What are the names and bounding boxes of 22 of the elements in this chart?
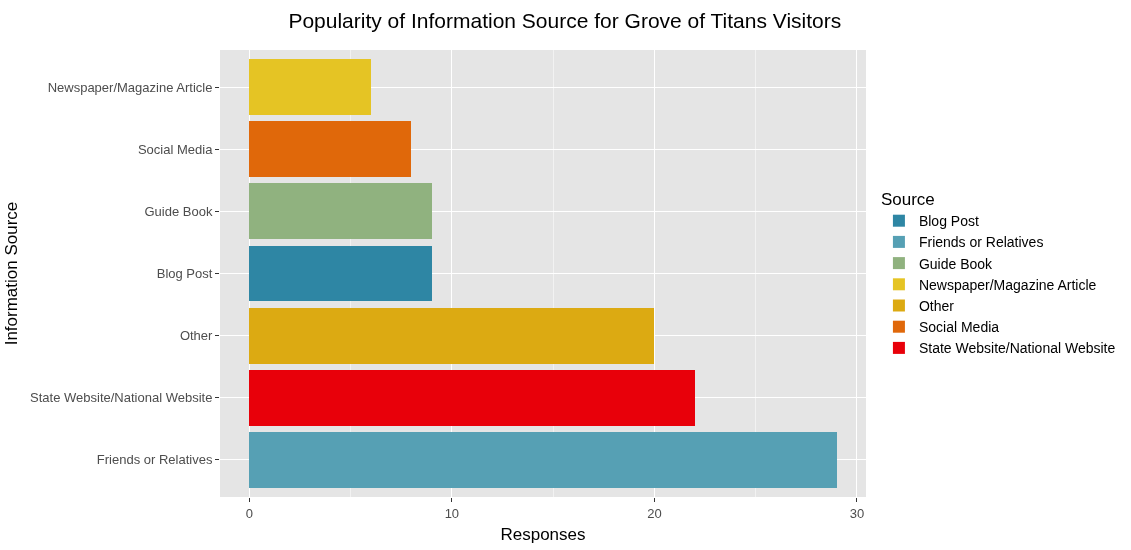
y-axis-title: Information Source [1, 201, 21, 346]
x-tick-label: 20 [647, 505, 662, 521]
y-tick-label: State Website/National Website [30, 390, 213, 406]
legend-label: Newspaper/Magazine Article [918, 276, 1097, 293]
legend-label: State Website/National Website [918, 340, 1116, 357]
x-axis-title: Responses [500, 525, 586, 544]
y-tick-label: Blog Post [156, 266, 213, 282]
legend-label: Friends or Relatives [918, 234, 1044, 251]
y-tick-label: Social Media [137, 141, 214, 157]
x-tick-label: 30 [849, 505, 865, 521]
y-tick-label: Guide Book [144, 203, 213, 219]
legend-title: Source [880, 190, 935, 210]
legend-label: Guide Book [918, 255, 994, 272]
chart-title: Popularity of Information Source for Grove of Titans Visitors [288, 9, 842, 33]
y-tick-label: Newspaper/Magazine Article [47, 79, 213, 95]
x-tick-label: 0 [245, 505, 253, 521]
legend-label: Other [918, 297, 955, 314]
x-tick-label: 10 [444, 505, 460, 521]
legend-label: Blog Post [918, 213, 979, 230]
legend-label: Social Media [918, 319, 1000, 336]
y-tick-label: Friends or Relatives [96, 452, 213, 468]
y-tick-label: Other [179, 328, 214, 344]
